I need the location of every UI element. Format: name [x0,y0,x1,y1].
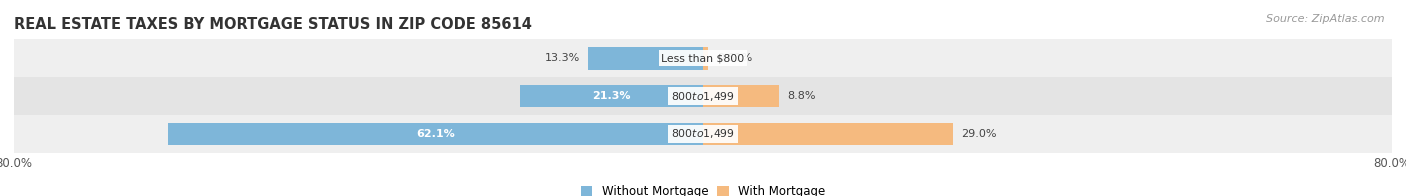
Text: Source: ZipAtlas.com: Source: ZipAtlas.com [1267,14,1385,24]
Text: $800 to $1,499: $800 to $1,499 [671,127,735,140]
Legend: Without Mortgage, With Mortgage: Without Mortgage, With Mortgage [581,185,825,196]
Bar [589,47,703,70]
Bar [703,47,709,70]
Text: 62.1%: 62.1% [416,129,456,139]
Bar [14,77,1392,115]
Bar [169,122,703,145]
Bar [14,39,1392,77]
Text: 0.61%: 0.61% [717,53,752,63]
Bar [14,115,1392,153]
Text: 21.3%: 21.3% [592,91,630,101]
Text: 29.0%: 29.0% [962,129,997,139]
Bar [703,122,953,145]
Text: Less than $800: Less than $800 [661,53,745,63]
Text: 13.3%: 13.3% [544,53,579,63]
Bar [703,85,779,107]
Text: $800 to $1,499: $800 to $1,499 [671,90,735,103]
Text: REAL ESTATE TAXES BY MORTGAGE STATUS IN ZIP CODE 85614: REAL ESTATE TAXES BY MORTGAGE STATUS IN … [14,17,531,33]
Bar [520,85,703,107]
Text: 8.8%: 8.8% [787,91,815,101]
